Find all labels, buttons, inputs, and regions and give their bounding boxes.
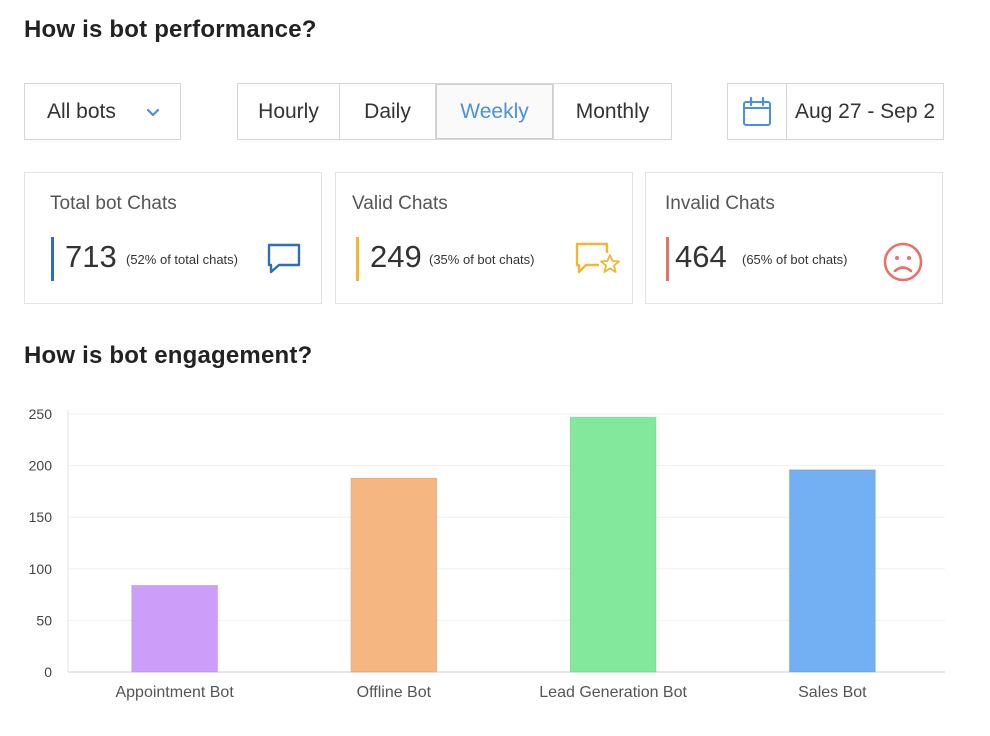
accent-bar [666, 237, 669, 281]
stat-value: 713 [65, 239, 117, 274]
y-tick-label: 200 [29, 458, 53, 474]
y-tick-label: 50 [36, 612, 52, 628]
engagement-bar-chart: 0 50 100 150 200 250 Appointment Bot Offline Bo… [29, 406, 945, 701]
period-option-daily[interactable]: Daily [340, 84, 436, 139]
period-option-hourly[interactable]: Hourly [238, 84, 340, 139]
bot-select-value: All bots [47, 99, 116, 123]
accent-bar [51, 237, 54, 281]
bar-appointment-bot [131, 584, 219, 673]
y-tick-label: 150 [29, 509, 53, 525]
stat-value: 249 [370, 239, 422, 274]
calendar-icon[interactable] [728, 84, 787, 139]
date-range-picker[interactable]: Aug 27 - Sep 2 [727, 83, 944, 140]
x-tick-label: Lead Generation Bot [539, 684, 687, 701]
engagement-title: How is bot engagement? [24, 342, 313, 369]
stat-title: Total bot Chats [50, 193, 177, 214]
chat-star-icon [575, 242, 620, 274]
y-tick-label: 100 [29, 561, 53, 577]
accent-bar [356, 237, 359, 281]
stat-card-valid: Valid Chats 249 (35% of bot chats) [335, 172, 633, 304]
stat-value: 464 [675, 239, 727, 274]
stat-note: (65% of bot chats) [742, 252, 848, 267]
x-tick-label: Appointment Bot [115, 684, 234, 701]
bar-lead-generation-bot [569, 416, 657, 673]
date-range-value: Aug 27 - Sep 2 [794, 99, 936, 123]
sad-face-icon [883, 242, 923, 282]
stat-note: (35% of bot chats) [429, 252, 535, 267]
period-option-weekly[interactable]: Weekly [436, 84, 554, 139]
page-title: How is bot performance? [24, 16, 317, 43]
stat-note: (52% of total chats) [126, 252, 238, 267]
bar-sales-bot [788, 469, 876, 673]
chevron-down-icon [146, 108, 160, 117]
period-option-monthly[interactable]: Monthly [575, 99, 650, 123]
stat-title: Invalid Chats [665, 193, 775, 214]
y-tick-label: 250 [29, 406, 53, 422]
x-tick-label: Offline Bot [357, 684, 432, 701]
period-selector: Hourly Daily Weekly Monthly [237, 83, 672, 140]
stat-card-total: Total bot Chats 713 (52% of total chats) [24, 172, 322, 304]
stat-card-invalid: Invalid Chats 464 (65% of bot chats) [645, 172, 943, 304]
chat-bubble-icon [267, 243, 301, 274]
stat-title: Valid Chats [352, 193, 448, 214]
y-tick-label: 0 [44, 664, 52, 680]
bot-select-dropdown[interactable]: All bots [24, 83, 181, 140]
x-tick-label: Sales Bot [798, 684, 867, 701]
bar-offline-bot [350, 477, 438, 673]
